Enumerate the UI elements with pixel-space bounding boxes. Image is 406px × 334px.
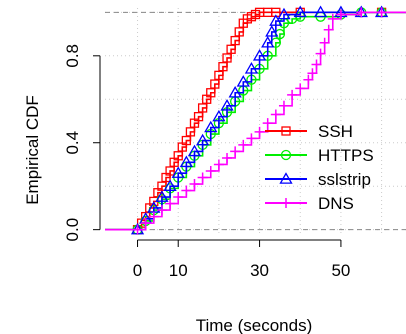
triangle-marker [196, 133, 210, 146]
circle-marker [274, 28, 286, 40]
legend-item-dns: DNS [265, 194, 354, 213]
plus-marker [327, 13, 338, 24]
plus-marker [132, 224, 143, 235]
triangle-marker [155, 190, 169, 202]
y-tick-label: 0.0 [63, 218, 82, 242]
plus-marker [335, 9, 346, 20]
square-marker [185, 127, 196, 137]
plus-marker [246, 133, 257, 144]
triangle-marker [279, 172, 293, 184]
plus-marker [222, 152, 233, 163]
axes-layer: 0.0 0.4 0.8 0 10 30 50 [63, 44, 350, 280]
plus-marker [205, 165, 216, 176]
plus-marker [319, 37, 330, 48]
circle-marker [280, 149, 292, 161]
plus-marker [189, 179, 200, 190]
triangle-marker [171, 166, 185, 178]
triangle-marker [261, 35, 275, 48]
plus-marker [197, 172, 208, 183]
legend-label: sslstrip [318, 170, 371, 189]
x-tick-label: 50 [331, 261, 350, 280]
triangle-marker [269, 14, 283, 26]
y-axis-title: Empirical CDF [23, 95, 42, 205]
triangle-marker [204, 120, 218, 133]
triangle-marker [228, 85, 242, 98]
legend-item-https: HTTPS [265, 146, 374, 165]
square-marker [165, 166, 175, 176]
square-marker [206, 88, 216, 98]
plus-marker [213, 159, 224, 170]
series-dns [105, 7, 406, 235]
plus-marker [295, 83, 306, 94]
square-marker [222, 53, 232, 63]
square-marker [181, 135, 192, 146]
square-marker [214, 70, 224, 81]
legend-label: HTTPS [318, 146, 374, 165]
x-tick-label: 10 [169, 261, 188, 280]
plus-marker [230, 146, 241, 157]
triangle-marker [179, 155, 193, 168]
plus-marker [165, 198, 176, 209]
x-tick-label: 30 [250, 261, 269, 280]
square-marker [210, 79, 220, 89]
plus-marker [281, 198, 291, 208]
legend: SSH HTTPS sslstrip DNS [265, 122, 374, 213]
y-tick-label: 0.4 [63, 131, 82, 155]
square-marker [193, 112, 204, 122]
plus-marker [181, 185, 192, 196]
x-tick-label: 0 [133, 261, 142, 280]
triangle-marker [187, 144, 202, 157]
x-axis-title: Time (seconds) [196, 316, 313, 334]
plus-marker [270, 109, 281, 120]
triangle-marker [220, 98, 234, 111]
plus-marker [311, 59, 322, 70]
triangle-marker [244, 62, 259, 74]
triangle-marker [236, 75, 250, 87]
square-marker [218, 62, 228, 72]
triangle-marker [277, 7, 291, 20]
legend-label: DNS [318, 194, 354, 213]
legend-item-ssh: SSH [265, 122, 353, 141]
triangle-marker [212, 109, 226, 122]
series-sslstrip [105, 5, 406, 235]
plus-marker [376, 7, 387, 18]
plus-marker [238, 139, 249, 150]
square-marker [234, 27, 244, 37]
square-marker [230, 35, 240, 46]
plus-marker [356, 7, 367, 18]
legend-label: SSH [318, 122, 353, 141]
plus-marker [148, 211, 159, 222]
triangle-marker [313, 5, 328, 18]
triangle-marker [293, 5, 307, 18]
plus-marker [254, 126, 265, 137]
series-ssh [105, 7, 406, 235]
triangle-marker [265, 25, 279, 37]
square-marker [281, 126, 291, 136]
y-tick-label: 0.8 [63, 44, 82, 68]
square-marker [226, 44, 236, 54]
plus-marker [303, 74, 314, 85]
plus-marker [173, 192, 184, 203]
plus-marker [307, 68, 318, 79]
plus-marker [323, 24, 334, 35]
plus-marker [262, 118, 273, 129]
square-marker [173, 151, 183, 161]
plus-marker [287, 89, 298, 100]
plus-marker [156, 205, 167, 216]
plus-marker [315, 48, 326, 59]
triangle-marker [252, 48, 267, 61]
plus-marker [278, 100, 289, 111]
legend-item-sslstrip: sslstrip [265, 170, 371, 189]
square-marker [197, 103, 208, 113]
plus-marker [140, 218, 151, 229]
triangle-marker [163, 179, 177, 191]
series-layer [105, 5, 406, 235]
